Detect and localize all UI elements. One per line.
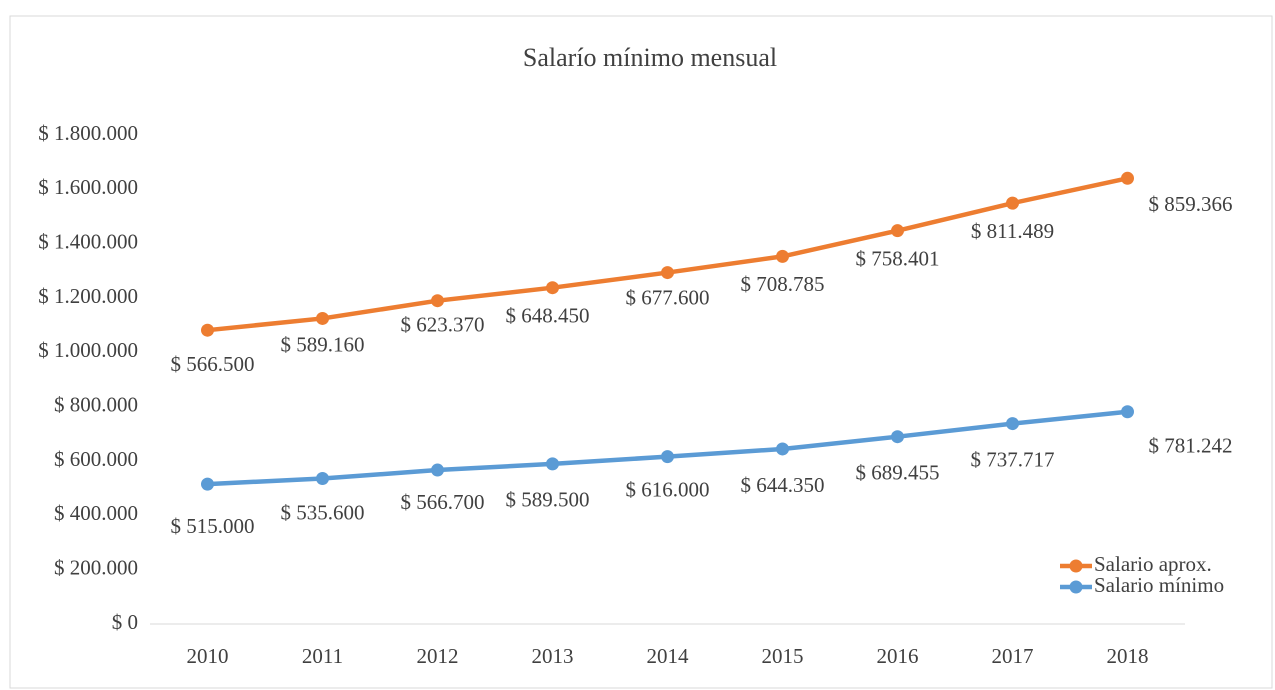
marker: [201, 323, 214, 337]
legend-label: Salario aprox.: [1094, 552, 1212, 576]
data-label: $ 811.489: [971, 219, 1054, 243]
y-tick-label: $ 200.000: [54, 555, 138, 579]
y-tick-label: $ 1.400.000: [38, 229, 138, 253]
data-label: $ 648.450: [506, 304, 590, 328]
marker: [891, 224, 904, 238]
x-tick-label: 2013: [532, 644, 574, 668]
data-label: $ 708.785: [741, 272, 825, 296]
marker: [891, 430, 904, 444]
y-tick-label: $ 1.600.000: [38, 175, 138, 199]
data-label: $ 535.600: [281, 500, 365, 524]
y-tick-label: $ 1.200.000: [38, 284, 138, 308]
x-tick-label: 2014: [647, 644, 690, 668]
chart-border: [9, 15, 1273, 689]
y-tick-label: $ 1.000.000: [38, 338, 138, 362]
y-tick-label: $ 600.000: [54, 447, 138, 471]
data-label: $ 566.700: [401, 490, 485, 514]
data-label: $ 781.242: [1149, 434, 1233, 458]
data-label: $ 515.000: [171, 514, 255, 538]
marker: [1006, 196, 1019, 210]
marker: [316, 311, 329, 325]
x-tick-label: 2012: [417, 644, 459, 668]
x-tick-label: 2011: [302, 644, 343, 668]
y-tick-label: $ 1.800.000: [38, 121, 138, 145]
data-label: $ 737.717: [971, 447, 1055, 471]
data-label: $ 859.366: [1149, 192, 1233, 216]
data-label: $ 677.600: [626, 285, 710, 309]
marker: [661, 266, 674, 280]
data-label: $ 623.370: [401, 313, 485, 337]
marker: [546, 281, 559, 295]
chart-title: Salarío mínimo mensual: [523, 43, 777, 72]
marker: [201, 477, 214, 491]
x-tick-label: 2010: [187, 644, 229, 668]
marker: [316, 471, 329, 485]
marker: [1006, 417, 1019, 431]
marker: [1121, 405, 1134, 419]
data-label: $ 616.000: [626, 477, 710, 501]
data-label: $ 644.350: [741, 473, 825, 497]
legend-label: Salario mínimo: [1094, 573, 1224, 597]
x-tick-label: 2017: [992, 644, 1034, 668]
x-tick-label: 2015: [762, 644, 804, 668]
legend-marker: [1069, 580, 1083, 594]
marker: [776, 249, 789, 263]
y-tick-label: $ 800.000: [54, 392, 138, 416]
x-tick-label: 2016: [877, 644, 919, 668]
x-tick-label: 2018: [1107, 644, 1149, 668]
marker: [1121, 171, 1134, 185]
y-tick-label: $ 0: [112, 610, 138, 634]
data-label: $ 566.500: [171, 352, 255, 376]
data-label: $ 589.500: [506, 488, 590, 512]
marker: [431, 463, 444, 477]
marker: [661, 450, 674, 464]
marker: [431, 294, 444, 308]
data-label: $ 589.160: [281, 332, 365, 356]
marker: [776, 442, 789, 456]
legend-marker: [1069, 559, 1083, 573]
data-label: $ 758.401: [856, 246, 940, 270]
data-label: $ 689.455: [856, 461, 940, 485]
marker: [546, 457, 559, 471]
y-tick-label: $ 400.000: [54, 501, 138, 525]
